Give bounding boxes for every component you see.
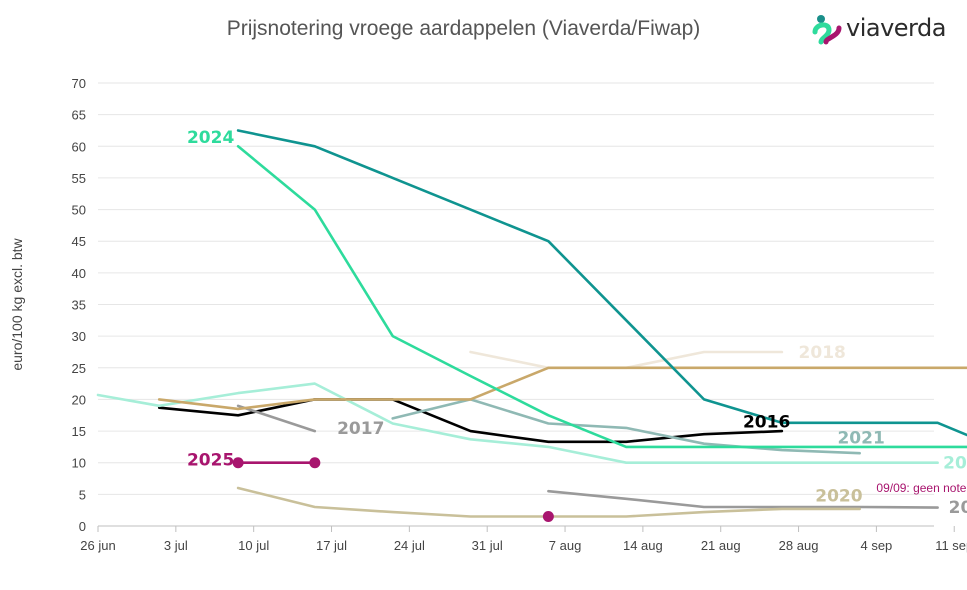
y-tick-label: 50 [72, 203, 86, 218]
y-tick-label: 45 [72, 234, 86, 249]
logo-text: viaverda [846, 14, 946, 42]
series-line-2023-8 [236, 129, 967, 437]
chart-title: Prijsnotering vroege aardappelen (Viaver… [226, 17, 701, 40]
annotation-note: 09/09: geen notering [876, 481, 967, 495]
annotations: 09/09: geen notering [876, 481, 967, 495]
y-tick-label: 5 [79, 487, 86, 502]
x-tick-label: 10 jul [238, 538, 269, 553]
series-line-2022-7 [157, 366, 967, 411]
y-tick-label: 15 [72, 424, 86, 439]
x-tick-label: 11 sep [935, 538, 967, 553]
series-line-2016-0 [157, 398, 784, 444]
series-label-2017: 2017 [337, 419, 384, 439]
series-line-2019-4 [96, 382, 939, 465]
y-tick-label: 40 [72, 266, 86, 281]
x-tick-label: 17 jul [316, 538, 347, 553]
x-tick-label: 14 aug [623, 538, 663, 553]
series-label-2021: 2021 [837, 428, 884, 448]
x-tick-label: 21 aug [701, 538, 741, 553]
series-lines [96, 129, 967, 523]
y-axis-label: euro/100 kg excl. btw [9, 237, 25, 370]
viaverda-logo: viaverda [812, 12, 952, 48]
series-label-2019: 2019 [943, 454, 967, 474]
series-label-2025: 2025 [187, 451, 234, 471]
y-tick-label: 10 [72, 456, 86, 471]
y-tick-label: 25 [72, 361, 86, 376]
y-tick-label: 65 [72, 108, 86, 123]
series-marker-extra [542, 511, 554, 523]
series-marker-2025 [309, 457, 321, 469]
series-label-2024: 2024 [187, 128, 234, 148]
viaverda-logo-icon [812, 15, 842, 45]
y-tick-label: 30 [72, 329, 86, 344]
y-tick-label: 60 [72, 139, 86, 154]
series-line-2017-2 [547, 489, 939, 509]
series-line-2024-9 [236, 145, 967, 449]
x-tick-label: 3 jul [164, 538, 188, 553]
y-tick-label: 20 [72, 392, 86, 407]
y-tick-label: 70 [72, 76, 86, 91]
series-line-2017-1 [236, 404, 317, 433]
series-label-2018: 2018 [799, 343, 846, 363]
series-labels: 2016201720172018201920202021202220232024… [187, 128, 967, 518]
series-label-2017: 2017 [949, 498, 967, 518]
x-tick-label: 28 aug [779, 538, 819, 553]
x-tick-label: 7 aug [549, 538, 582, 553]
x-tick-label: 4 sep [860, 538, 892, 553]
x-tick-label: 31 jul [472, 538, 503, 553]
series-label-2016: 2016 [743, 413, 790, 433]
series-label-2020: 2020 [815, 487, 862, 507]
y-axis-ticks: 0 5 10 15 20 25 30 35 40 45 50 55 60 65 70 [72, 76, 86, 534]
x-tick-label: 24 jul [394, 538, 425, 553]
y-tick-label: 0 [79, 519, 86, 534]
y-tick-label: 55 [72, 171, 86, 186]
series-line-2018-3 [469, 350, 784, 370]
x-tick-label: 26 jun [80, 538, 115, 553]
y-tick-label: 35 [72, 298, 86, 313]
series-marker-2025 [232, 457, 244, 469]
x-axis-ticks: 26 jun 3 jul 10 jul 17 jul 24 jul 31 jul 7 aug… [80, 526, 967, 553]
